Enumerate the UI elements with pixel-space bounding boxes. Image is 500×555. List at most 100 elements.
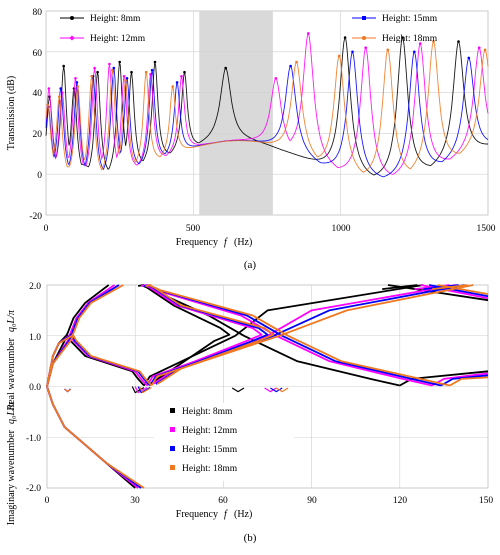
peak-point (118, 60, 121, 64)
peak-point (125, 77, 129, 80)
y-tick-label: 2.0 (29, 282, 41, 292)
panel-b: 2.0 1.0 0.0 -1.0 -2.0 0 30 60 90 120 150… (6, 282, 493, 544)
legend-label: Height: 12mm (90, 34, 146, 44)
branch-curve (437, 284, 489, 295)
peak-point (418, 42, 422, 45)
y-axis-title-imag: Imaginary wavenumber q₀L/π (6, 401, 17, 525)
branch-curve (145, 284, 152, 287)
legend-entry-18mm: Height: 18mm (352, 34, 438, 44)
peak-point (364, 46, 368, 49)
legend-background (154, 403, 294, 481)
branch-curve (46, 334, 153, 387)
series-line (45, 32, 489, 175)
legend-marker (362, 16, 366, 20)
y-axis-title-real: Real wavenumber q₀L/π (6, 309, 17, 410)
peak-point (124, 79, 127, 82)
peak-point (175, 81, 179, 84)
legend-label: Height: 15mm (382, 14, 438, 24)
legend-entry-15mm: Height: 15mm (170, 445, 238, 455)
y-axis-title-symbol: q₀L/π (6, 309, 17, 332)
peak-point (150, 68, 154, 72)
x-tick-label: 90 (307, 496, 317, 506)
legend-label: Height: 18mm (382, 34, 438, 44)
peak-point (343, 36, 347, 39)
peak-point (46, 103, 50, 107)
branch-curve (150, 284, 474, 386)
x-axis-symbol: f (224, 237, 228, 248)
legend-label: Height: 12mm (182, 426, 238, 436)
peak-point (401, 36, 404, 39)
peak-point (337, 54, 341, 58)
legend-label: Height: 8mm (182, 407, 233, 417)
series-group-b (46, 284, 489, 489)
y-tick-label: 0 (37, 171, 42, 181)
peak-point (295, 60, 298, 64)
y-tick-label: 1.0 (29, 333, 41, 343)
peak-point (58, 95, 61, 98)
branch-curve (146, 284, 456, 386)
y-axis-title-symbol: q₀L/π (6, 401, 17, 424)
peak-point (62, 64, 65, 68)
legend-marker (70, 16, 74, 20)
y-axis-title-text: Imaginary wavenumber (6, 429, 17, 525)
peak-point (351, 50, 354, 54)
y-tick-label: 60 (33, 49, 43, 59)
peak-point (93, 66, 96, 70)
peak-point (153, 60, 157, 64)
peak-point (111, 68, 114, 72)
peak-point (47, 87, 51, 90)
branch-curve (264, 387, 277, 393)
branch-curve (64, 388, 71, 393)
y-tick-label: -20 (29, 212, 42, 222)
x-tick-label: 150 (479, 496, 494, 506)
branch-curve (429, 284, 489, 298)
legend-a: Height: 8mm Height: 12mm Height: 15mm He… (60, 14, 438, 44)
x-axis-unit: (Hz) (234, 237, 252, 248)
y-tick-label: 0.0 (29, 383, 41, 393)
peak-point (180, 75, 183, 78)
x-tick-label: 1000 (332, 224, 351, 234)
x-tick-label: 0 (45, 496, 50, 506)
panel-a-label: (a) (244, 259, 257, 271)
branch-curve (231, 387, 245, 393)
peak-point (59, 87, 62, 90)
y-tick-label: 40 (33, 89, 43, 99)
y-tick-label: -2.0 (26, 484, 41, 494)
x-tick-label: 120 (393, 496, 408, 506)
x-tick-label: 0 (44, 224, 49, 234)
branch-curve (270, 387, 283, 393)
legend-entry-18mm: Height: 18mm (170, 464, 238, 474)
x-tick-label: 60 (218, 496, 228, 506)
x-tick-label: 500 (186, 224, 201, 234)
branch-curve (46, 386, 145, 489)
legend-marker (170, 408, 175, 413)
legend-label: Height: 8mm (90, 14, 141, 24)
legend-entry-12mm: Height: 12mm (170, 426, 238, 436)
legend-marker (69, 35, 75, 41)
branch-curve (420, 284, 489, 300)
legend-marker (170, 427, 175, 432)
panel-b-label: (b) (244, 532, 257, 544)
legend-entry-12mm: Height: 12mm (60, 34, 146, 44)
x-tick-label: 1500 (477, 224, 496, 234)
peak-point (477, 46, 481, 49)
y-axis-title: Transmission (dB) (6, 76, 17, 150)
peak-point (75, 81, 79, 84)
branch-curve (137, 386, 151, 394)
legend-entry-8mm: Height: 8mm (60, 14, 141, 24)
branch-curve (153, 286, 275, 385)
x-axis-title: Frequency (176, 237, 218, 248)
x-axis-unit: (Hz) (234, 509, 252, 520)
peak-point (122, 75, 126, 78)
peak-point (307, 32, 310, 35)
peak-point (386, 48, 390, 52)
branch-curve (143, 284, 424, 386)
branch-curve (449, 376, 489, 387)
peak-point (130, 70, 133, 74)
peak-point (457, 40, 460, 43)
x-tick-label: 30 (130, 496, 140, 506)
branch-curve (139, 386, 152, 394)
y-tick-label: -1.0 (26, 434, 41, 444)
branch-curve (134, 386, 148, 394)
